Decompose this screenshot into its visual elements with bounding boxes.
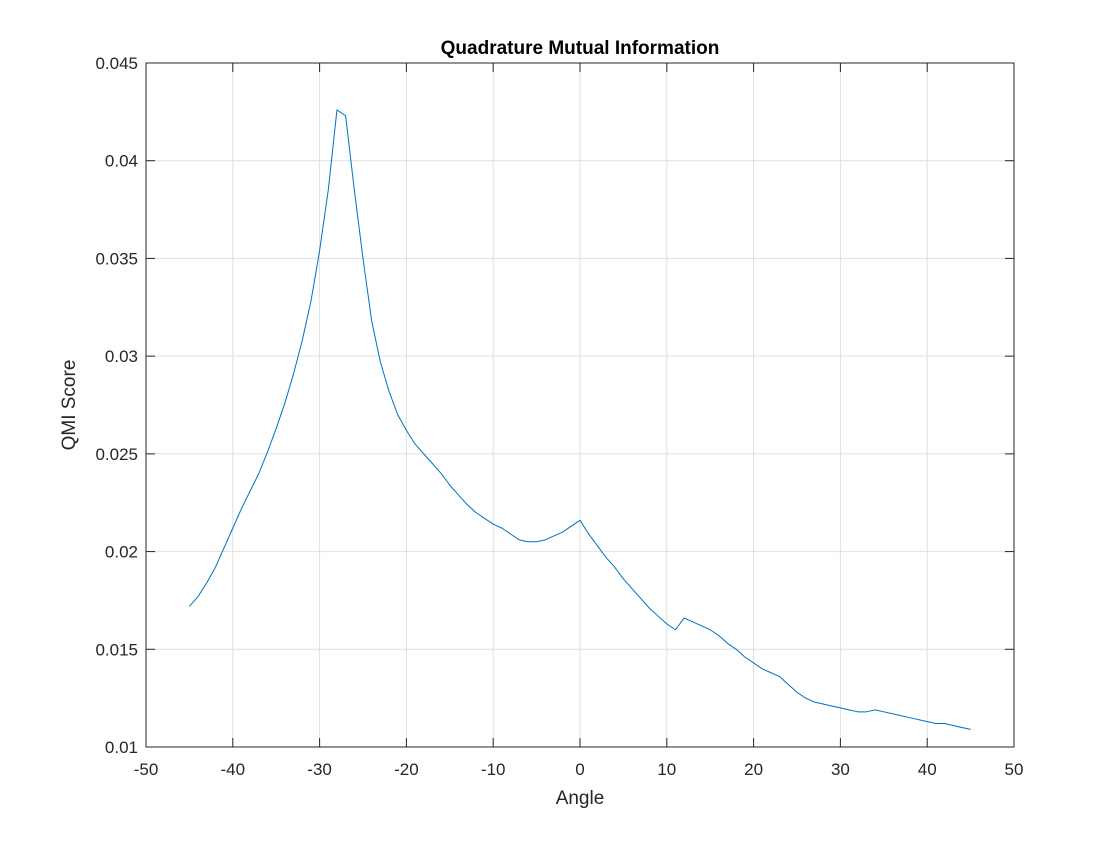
y-tick-label: 0.01 xyxy=(105,738,138,757)
x-tick-label: -20 xyxy=(394,760,419,779)
x-tick-label: 0 xyxy=(575,760,584,779)
series-line xyxy=(189,109,971,730)
x-tick-label: 10 xyxy=(657,760,676,779)
axes xyxy=(145,62,1015,748)
grid xyxy=(146,63,1014,747)
series-layer xyxy=(189,109,971,730)
y-tick-label: 0.04 xyxy=(105,152,138,171)
chart-title: Quadrature Mutual Information xyxy=(441,38,720,59)
y-tick-label: 0.045 xyxy=(95,54,138,73)
y-tick-label: 0.015 xyxy=(95,640,138,659)
x-tick-label: 30 xyxy=(831,760,850,779)
y-tick-label: 0.035 xyxy=(95,249,138,268)
x-tick-label: 20 xyxy=(744,760,763,779)
x-axis-label: Angle xyxy=(556,788,605,809)
y-axis-label: QMI Score xyxy=(59,360,80,451)
tick-labels: -50 -40 -30 -20 -10 0 10 20 30 40 50 0.01 0.015 0.02 0… xyxy=(95,54,1023,779)
y-tick-label: 0.02 xyxy=(105,543,138,562)
x-tick-label: -10 xyxy=(481,760,506,779)
y-tick-label: 0.03 xyxy=(105,347,138,366)
y-tick-label: 0.025 xyxy=(95,445,138,464)
x-tick-label: 40 xyxy=(918,760,937,779)
x-tick-label: -30 xyxy=(307,760,332,779)
x-tick-label: -40 xyxy=(221,760,246,779)
x-tick-label: 50 xyxy=(1005,760,1024,779)
x-tick-label: -50 xyxy=(134,760,159,779)
